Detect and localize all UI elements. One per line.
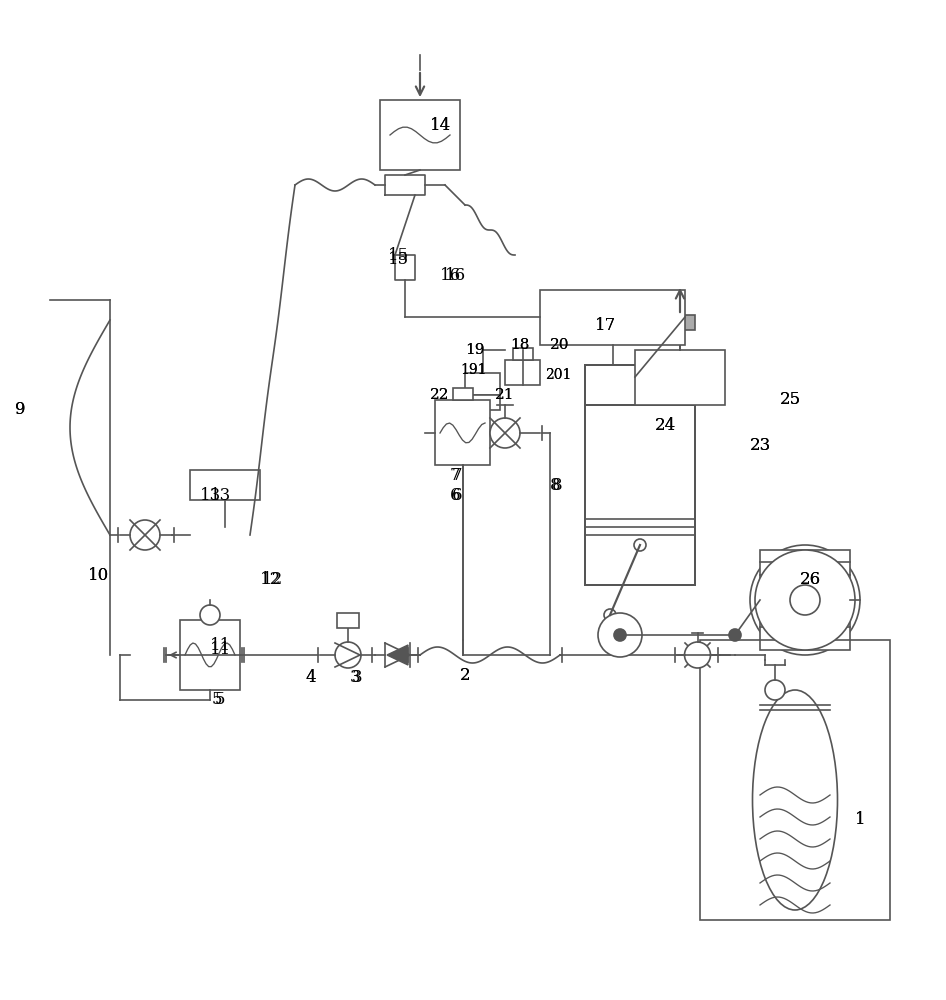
Circle shape [598,613,642,657]
Bar [635,350,725,405]
Text: 16: 16 [440,266,461,284]
Text: 11: 11 [210,642,231,658]
Text: 19: 19 [465,343,484,357]
Text: 21: 21 [495,388,515,402]
Text: 23: 23 [750,436,771,454]
Text: 5: 5 [212,692,222,708]
Circle shape [765,680,785,700]
Text: 17: 17 [595,316,616,334]
Text: 24: 24 [655,416,676,434]
Text: 24: 24 [655,416,676,434]
Circle shape [490,418,520,448]
Text: 13: 13 [210,487,231,504]
Text: 2: 2 [460,666,470,684]
Text: 20: 20 [550,338,569,352]
Text: 6: 6 [450,487,461,504]
Text: 18: 18 [510,338,530,352]
Text: 21: 21 [495,388,515,402]
Bar [337,613,359,628]
Text: 22: 22 [430,388,449,402]
Circle shape [685,642,710,668]
Text: 15: 15 [388,246,409,263]
Bar [585,365,695,405]
Circle shape [604,609,616,621]
Bar [665,315,695,330]
Bar [505,360,540,385]
Text: 191: 191 [460,363,486,377]
Text: 5: 5 [215,692,225,708]
Text: 22: 22 [430,388,449,402]
Bar [435,400,490,465]
Bar [180,620,240,690]
Bar [700,640,890,920]
Text: 12: 12 [262,572,283,588]
Text: 23: 23 [750,436,771,454]
Text: 26: 26 [800,572,821,588]
Text: 4: 4 [305,670,316,686]
Text: 7: 7 [452,466,463,484]
Circle shape [130,520,160,550]
Text: 1: 1 [855,812,866,828]
Text: 2: 2 [460,666,470,684]
Text: 16: 16 [445,266,466,284]
Text: 3: 3 [350,670,360,686]
Text: 201: 201 [545,368,571,382]
Circle shape [335,642,361,668]
Text: 25: 25 [780,391,801,408]
Bar [540,290,685,345]
Text: 191: 191 [460,363,486,377]
Text: 17: 17 [595,316,616,334]
Bar [380,100,460,170]
Text: 9: 9 [15,401,26,418]
Text: 4: 4 [305,670,316,686]
Circle shape [614,629,626,641]
Bar [465,373,500,395]
Text: 8: 8 [550,477,561,493]
Text: 18: 18 [510,338,530,352]
Text: 14: 14 [430,116,451,133]
Text: 20: 20 [550,338,569,352]
Circle shape [729,629,741,641]
Bar [585,405,695,585]
Circle shape [634,539,646,551]
Text: 11: 11 [210,637,231,654]
Text: 7: 7 [450,466,461,484]
Bar [190,470,260,500]
Text: 26: 26 [800,572,821,588]
Bar [453,388,473,400]
Text: 15: 15 [388,251,409,268]
Circle shape [790,585,820,615]
Text: 201: 201 [545,368,571,382]
Text: 1: 1 [855,812,866,828]
Polygon shape [387,645,408,665]
Text: 10: 10 [88,566,109,584]
Circle shape [755,550,855,650]
Text: 19: 19 [465,343,484,357]
Text: 3: 3 [352,670,362,686]
Circle shape [750,545,860,655]
Text: 9: 9 [15,401,26,418]
Text: 13: 13 [200,487,221,504]
Text: 14: 14 [430,116,451,133]
Text: 25: 25 [780,391,801,408]
Ellipse shape [752,690,837,910]
Text: 6: 6 [452,487,463,504]
Text: 8: 8 [552,477,563,493]
Text: 12: 12 [260,572,281,588]
Bar [513,348,533,360]
Bar [465,395,500,410]
Text: 10: 10 [88,566,109,584]
Circle shape [200,605,220,625]
Bar [760,550,850,650]
